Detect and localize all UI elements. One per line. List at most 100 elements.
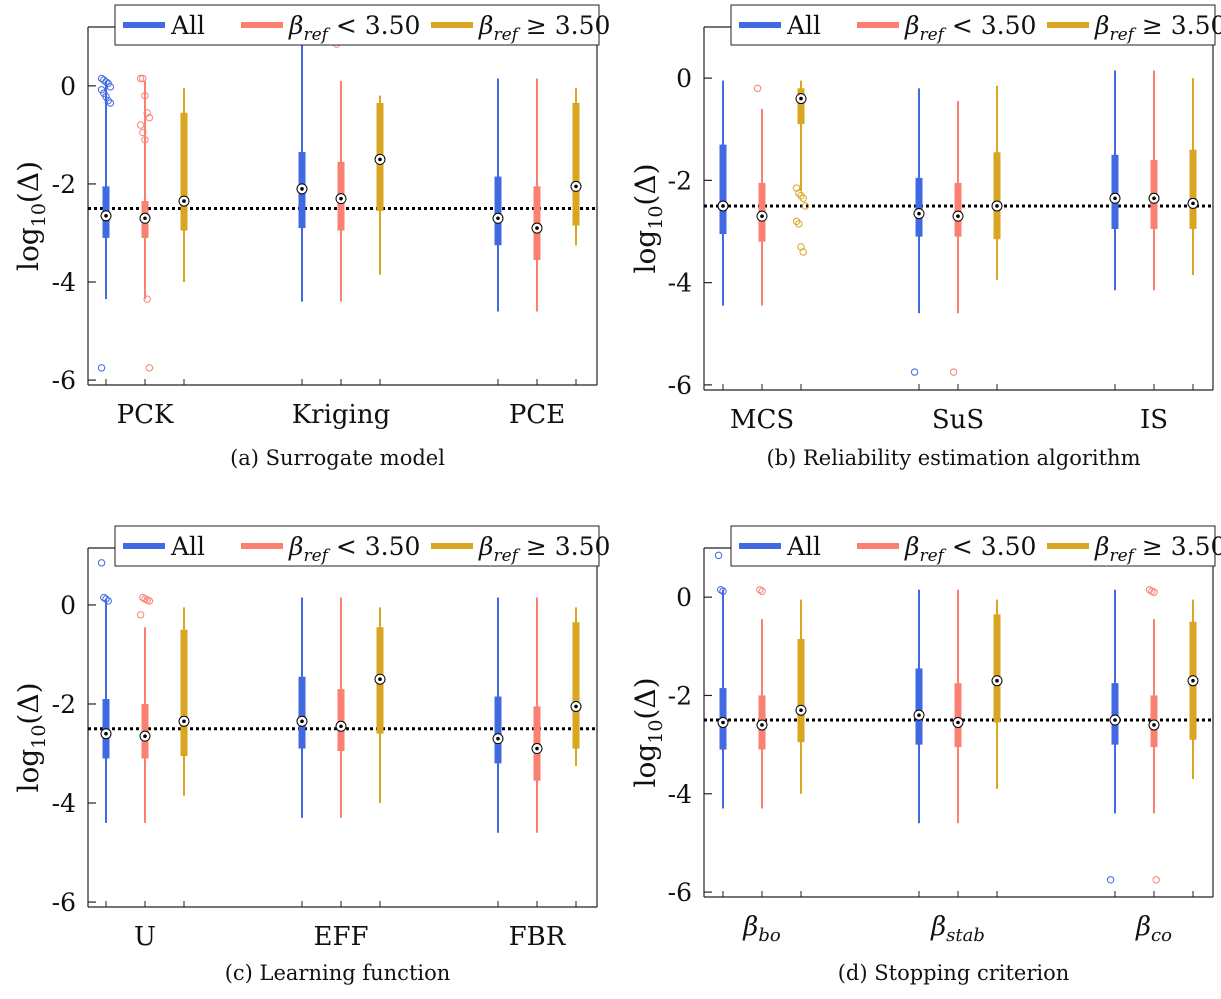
- median-dot: [995, 678, 999, 683]
- outlier-point: [145, 114, 154, 122]
- y-tick-label: -4: [52, 789, 76, 818]
- median-dot: [760, 214, 764, 218]
- median-dot: [1191, 678, 1195, 683]
- y-axis-label: log10(Δ): [629, 677, 667, 787]
- box-high: [1187, 78, 1199, 275]
- outlier-point: [97, 74, 106, 83]
- legend-label: βref ≥ 3.50: [478, 532, 610, 566]
- x-category-label: EFF: [313, 922, 368, 952]
- outlier-point: [141, 136, 149, 144]
- box-low: [1145, 586, 1160, 884]
- y-tick-label: -4: [52, 268, 76, 297]
- y-axis-label: log10(Δ): [12, 161, 50, 271]
- box-iqr: [797, 88, 805, 125]
- legend-item-low: βref < 3.50: [857, 532, 1036, 566]
- median-dot: [995, 204, 999, 208]
- median-dot: [378, 677, 382, 682]
- outlier-point: [102, 92, 110, 101]
- box-high: [1187, 599, 1199, 780]
- legend-item-all: All: [739, 532, 821, 561]
- box-iqr: [180, 112, 188, 231]
- median-dot: [760, 723, 764, 727]
- median-dot: [104, 731, 108, 736]
- box-low: [531, 597, 543, 833]
- box-low: [136, 559, 154, 823]
- median-dot: [143, 216, 147, 221]
- outlier-point: [104, 597, 112, 605]
- median-dot: [956, 214, 960, 218]
- outlier-point: [1152, 876, 1160, 884]
- box-iqr: [954, 182, 962, 237]
- outlier-point: [145, 364, 154, 372]
- median-dot: [799, 96, 803, 101]
- legend-frame: [730, 4, 1216, 46]
- median-dot: [799, 708, 803, 713]
- box-iqr: [337, 689, 345, 752]
- outlier-point: [102, 595, 110, 603]
- y-axis-label: log10(Δ): [12, 682, 50, 792]
- box-all: [1106, 589, 1121, 884]
- box-low: [753, 551, 768, 809]
- legend: All βref < 3.50 βref ≥ 3.50: [730, 525, 1221, 567]
- outlier-point: [795, 189, 803, 197]
- y-tick-label: 0: [60, 72, 76, 101]
- legend-item-high: βref ≥ 3.50: [431, 532, 610, 566]
- legend-item-high: βref ≥ 3.50: [1047, 532, 1221, 566]
- box-iqr: [572, 622, 580, 749]
- box-iqr: [719, 144, 727, 235]
- box-low: [1145, 30, 1160, 291]
- box-high: [991, 85, 1003, 281]
- box-all: [492, 78, 504, 312]
- legend-label: βref < 3.50: [288, 532, 420, 566]
- outlier-point: [801, 202, 810, 210]
- median-dot: [721, 204, 725, 208]
- median-dot: [721, 720, 725, 725]
- box-iqr: [494, 176, 502, 246]
- median-dot: [339, 724, 343, 729]
- median-dot: [1191, 201, 1195, 206]
- panel-caption: (b) Reliability estimation algorithm: [766, 446, 1140, 470]
- box-all: [717, 80, 729, 306]
- outlier-point: [717, 586, 725, 594]
- outlier-point: [136, 611, 145, 619]
- outlier-point: [799, 248, 807, 256]
- box-iqr: [494, 696, 502, 764]
- median-dot: [182, 199, 186, 203]
- median-dot: [143, 734, 147, 738]
- box-high: [792, 80, 810, 256]
- box-high: [570, 607, 582, 766]
- panel-1: 0 -2 -4 -6 PCK Kriging PCE log10(Δ) (a) Surrogat…: [12, 4, 610, 470]
- box-iqr: [180, 629, 188, 756]
- legend-label: All: [170, 11, 205, 40]
- legend-frame: [730, 525, 1216, 567]
- legend-item-high: βref ≥ 3.50: [1047, 11, 1221, 45]
- box-low: [952, 589, 964, 824]
- box-all: [97, 74, 115, 372]
- box-iqr: [915, 668, 923, 745]
- legend: All βref < 3.50 βref ≥ 3.50: [114, 4, 610, 46]
- outlier-point: [136, 121, 145, 129]
- legend-label: βref ≥ 3.50: [1094, 11, 1221, 45]
- legend-item-low: βref < 3.50: [857, 11, 1036, 45]
- y-tick-label: -2: [52, 170, 76, 199]
- panel-caption: (d) Stopping criterion: [838, 961, 1070, 985]
- box-iqr: [1111, 683, 1119, 745]
- x-category-label: Kriging: [292, 400, 391, 430]
- box-all: [714, 551, 729, 809]
- box-low: [949, 101, 964, 376]
- median-dot: [535, 226, 539, 230]
- box-iqr: [954, 683, 962, 748]
- median-dot: [917, 211, 921, 216]
- outlier-point: [136, 74, 145, 83]
- outlier-point: [792, 217, 801, 225]
- median-dot: [496, 216, 500, 221]
- outlier-point: [1145, 586, 1154, 594]
- box-iqr: [298, 676, 306, 749]
- y-tick-label: -4: [668, 269, 692, 298]
- legend-item-all: All: [739, 11, 821, 40]
- outlier-point: [139, 593, 147, 602]
- outlier-point: [139, 128, 147, 137]
- panel-3: 0 -2 -4 -6 U EFF FBR log10(Δ) (c) Learning funct…: [12, 525, 610, 985]
- legend-item-all: All: [123, 532, 205, 561]
- legend-item-all: All: [123, 11, 205, 40]
